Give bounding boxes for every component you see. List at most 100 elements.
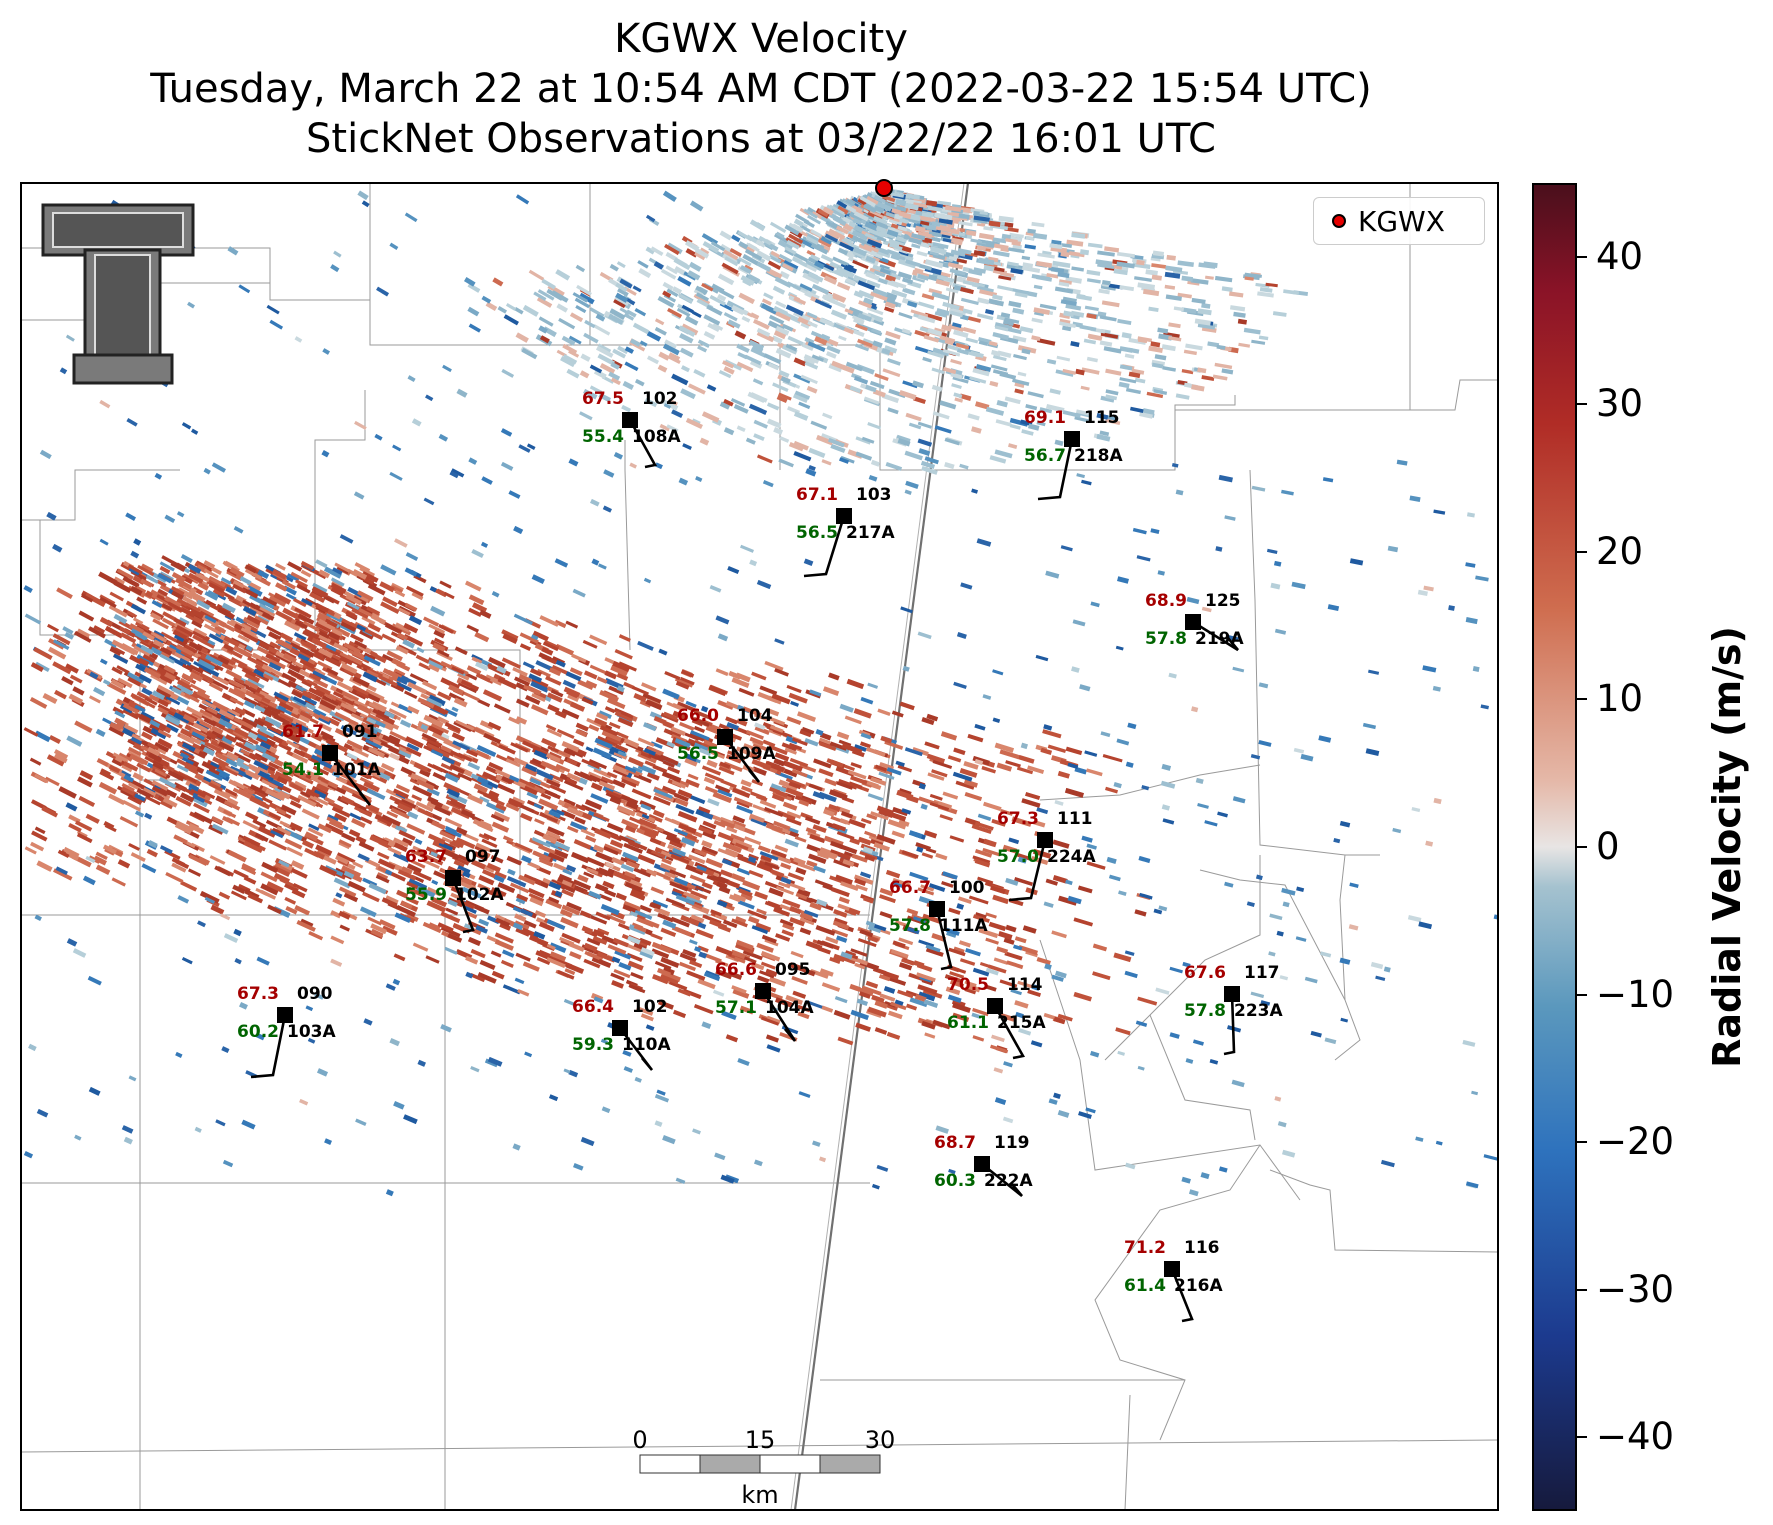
velocity-gate bbox=[959, 393, 972, 401]
velocity-gate bbox=[891, 710, 904, 718]
velocity-gate bbox=[833, 1009, 851, 1020]
velocity-gate bbox=[1092, 943, 1108, 952]
velocity-gate bbox=[1071, 266, 1085, 272]
velocity-gate bbox=[852, 217, 862, 225]
velocity-gate bbox=[697, 978, 716, 990]
velocity-gate bbox=[828, 228, 846, 240]
velocity-gate bbox=[850, 328, 865, 337]
velocity-gate bbox=[274, 861, 294, 874]
velocity-gate bbox=[188, 868, 202, 877]
velocity-gate bbox=[1165, 294, 1182, 302]
velocity-gate bbox=[730, 398, 746, 407]
velocity-gate bbox=[617, 287, 629, 297]
velocity-gate bbox=[753, 419, 768, 429]
velocity-gate bbox=[944, 437, 960, 446]
velocity-gate bbox=[834, 996, 848, 1004]
velocity-gate bbox=[1035, 260, 1053, 268]
velocity-gate bbox=[664, 243, 680, 256]
velocity-gate bbox=[934, 212, 951, 219]
velocity-gate bbox=[844, 308, 854, 315]
velocity-gate bbox=[1116, 261, 1135, 269]
velocity-gate bbox=[646, 330, 662, 342]
velocity-gate bbox=[823, 275, 838, 285]
velocity-gate bbox=[785, 304, 804, 317]
velocity-gate bbox=[1191, 297, 1206, 305]
velocity-gate bbox=[719, 288, 735, 300]
title-line-3: StickNet Observations at 03/22/22 16:01 … bbox=[306, 116, 1216, 162]
velocity-gate bbox=[836, 225, 849, 235]
velocity-gate bbox=[688, 383, 706, 395]
velocity-gate bbox=[616, 672, 629, 681]
velocity-gate bbox=[566, 368, 580, 379]
velocity-gate bbox=[674, 258, 688, 269]
velocity-gate bbox=[932, 347, 950, 357]
velocity-gate bbox=[497, 306, 508, 314]
velocity-gate bbox=[538, 652, 552, 662]
velocity-gate bbox=[1173, 306, 1185, 312]
velocity-gate bbox=[807, 271, 824, 283]
velocity-gate bbox=[917, 231, 933, 239]
velocity-gate bbox=[793, 252, 809, 263]
velocity-gate bbox=[899, 218, 909, 224]
velocity-gate bbox=[853, 375, 869, 385]
velocity-gate bbox=[1175, 393, 1190, 400]
velocity-gate bbox=[767, 260, 782, 270]
velocity-gate bbox=[627, 756, 644, 768]
velocity-gate bbox=[816, 434, 834, 446]
velocity-gate bbox=[942, 348, 961, 357]
velocity-gate bbox=[697, 345, 708, 353]
velocity-gate bbox=[426, 787, 440, 797]
velocity-gate bbox=[865, 271, 880, 281]
velocity-gate bbox=[1099, 340, 1113, 347]
velocity-gate bbox=[905, 259, 921, 268]
velocity-gate bbox=[869, 380, 885, 390]
velocity-gate bbox=[805, 235, 819, 246]
velocity-gate bbox=[1079, 324, 1097, 332]
velocity-gate bbox=[514, 307, 524, 315]
velocity-gate bbox=[736, 867, 751, 876]
velocity-gate bbox=[849, 385, 862, 394]
velocity-gate bbox=[984, 308, 995, 315]
velocity-gate bbox=[866, 279, 881, 289]
velocity-gate bbox=[785, 343, 798, 352]
velocity-gate bbox=[1056, 355, 1071, 362]
velocity-gate bbox=[485, 301, 498, 312]
velocity-gate bbox=[1116, 251, 1135, 258]
velocity-gate bbox=[1146, 391, 1164, 399]
velocity-gate bbox=[803, 219, 815, 228]
velocity-gate bbox=[830, 443, 846, 454]
velocity-gate bbox=[898, 211, 912, 220]
velocity-gate bbox=[784, 246, 797, 255]
velocity-gate bbox=[924, 312, 943, 322]
velocity-gate bbox=[1019, 326, 1034, 334]
velocity-gate bbox=[107, 682, 127, 695]
velocity-gate bbox=[740, 892, 753, 901]
velocity-gate bbox=[1013, 354, 1027, 361]
velocity-gate bbox=[902, 380, 918, 389]
velocity-gate bbox=[1101, 300, 1120, 308]
velocity-gate bbox=[966, 276, 980, 284]
velocity-gate bbox=[501, 657, 522, 669]
velocity-gate bbox=[896, 434, 911, 443]
velocity-gate bbox=[879, 267, 891, 275]
velocity-gate bbox=[1221, 368, 1234, 375]
velocity-gate bbox=[1152, 250, 1165, 257]
velocity-gate bbox=[813, 758, 832, 769]
velocity-gate bbox=[672, 1009, 687, 1019]
velocity-gate bbox=[820, 235, 833, 245]
velocity-gate bbox=[638, 268, 652, 279]
velocity-gate bbox=[799, 915, 816, 926]
velocity-gate bbox=[1137, 337, 1148, 344]
velocity-gate bbox=[1086, 269, 1101, 276]
velocity-gate bbox=[583, 388, 598, 400]
velocity-gate bbox=[1161, 344, 1176, 352]
velocity-gate bbox=[364, 858, 381, 869]
velocity-gate bbox=[1128, 371, 1141, 379]
velocity-gate bbox=[811, 211, 823, 220]
velocity-gate bbox=[1004, 317, 1020, 324]
velocity-gate bbox=[1162, 366, 1176, 372]
velocity-gate bbox=[1081, 367, 1100, 375]
velocity-gate bbox=[956, 258, 968, 264]
velocity-gate bbox=[1036, 275, 1053, 282]
velocity-gate bbox=[744, 354, 762, 366]
